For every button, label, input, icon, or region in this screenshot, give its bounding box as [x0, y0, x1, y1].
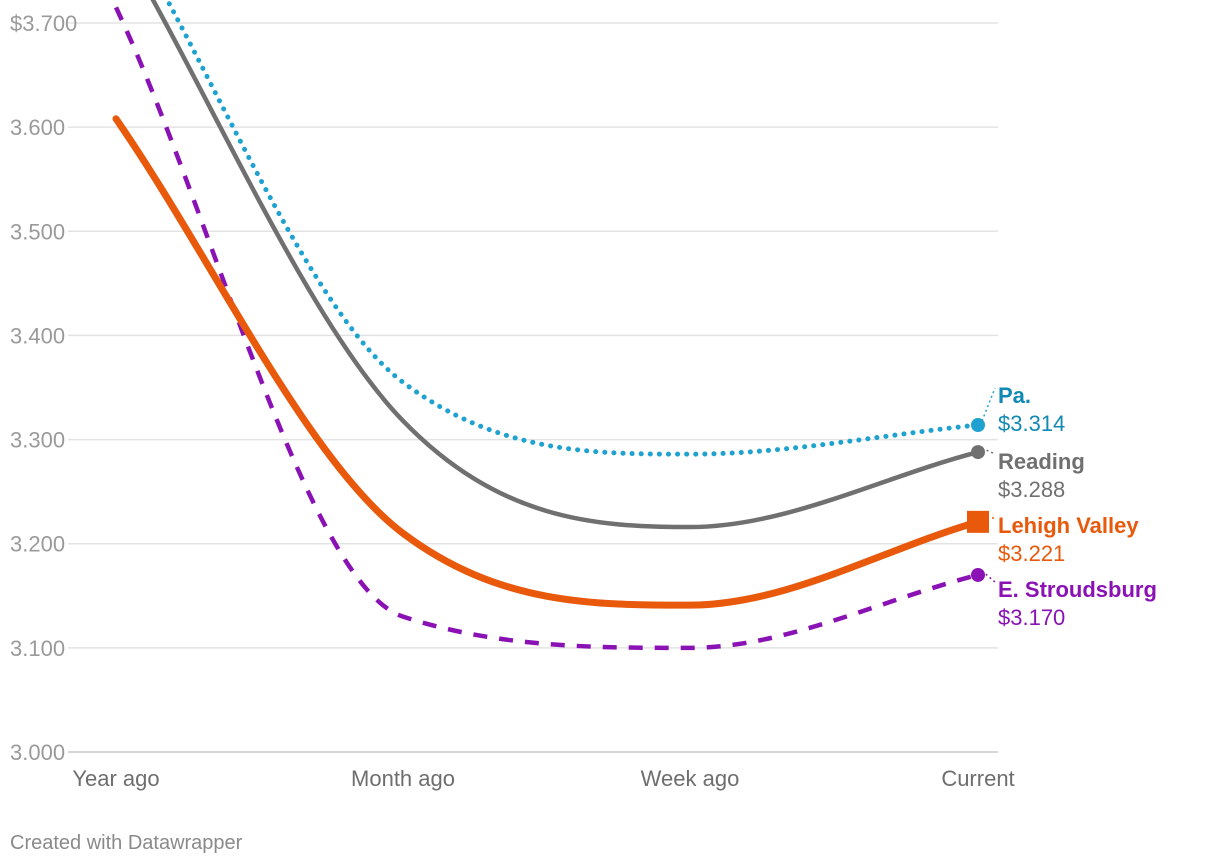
series-label-pa: Pa. — [998, 383, 1031, 408]
end-marker-e-stroudsburg — [971, 567, 985, 582]
series-value-lehigh-valley: $3.221 — [998, 541, 1065, 566]
gridlines — [68, 22, 998, 753]
series-value-pa: $3.314 — [998, 411, 1065, 436]
y-tick-label: 3.600 — [10, 115, 65, 140]
y-tick-label: 3.500 — [10, 219, 65, 244]
series-line-e-stroudsburg — [113, 6, 979, 651]
x-tick-label: Current — [941, 766, 1014, 791]
end-marker-lehigh-valley — [967, 510, 989, 533]
x-tick-label: Week ago — [641, 766, 740, 791]
label-connector-pa — [981, 387, 996, 422]
end-marker-pa — [971, 417, 985, 432]
series-line-lehigh-valley — [112, 115, 982, 609]
series-lines — [112, 0, 982, 651]
y-tick-label: 3.200 — [10, 532, 65, 557]
label-connector-reading — [981, 447, 996, 455]
series-line-pa- — [164, 0, 981, 457]
y-axis-tick-labels: $3.700 3.600 3.500 3.400 3.300 3.200 3.100 3.00… — [10, 11, 77, 765]
x-tick-label: Month ago — [351, 766, 455, 791]
x-tick-label: Year ago — [72, 766, 159, 791]
series-value-reading: $3.288 — [998, 477, 1065, 502]
y-tick-label: 3.100 — [10, 636, 65, 661]
series-label-e-stroudsburg: E. Stroudsburg — [998, 577, 1157, 602]
y-tick-label: $3.700 — [10, 11, 77, 36]
series-line-reading — [150, 0, 981, 530]
y-tick-label: 3.300 — [10, 428, 65, 453]
credit-text: Created with Datawrapper — [10, 832, 243, 854]
x-axis-tick-labels: Year ago Month ago Week ago Current — [72, 766, 1014, 791]
y-tick-label: 3.000 — [10, 740, 65, 765]
series-label-reading: Reading — [998, 449, 1085, 474]
end-marker-reading — [971, 445, 985, 460]
series-end-markers — [967, 417, 989, 582]
y-tick-label: 3.400 — [10, 323, 65, 348]
series-direct-labels: Pa. $3.314 Reading $3.288 Lehigh Valley $3.22… — [981, 383, 1157, 630]
series-label-lehigh-valley: Lehigh Valley — [998, 513, 1139, 538]
series-value-e-stroudsburg: $3.170 — [998, 605, 1065, 630]
